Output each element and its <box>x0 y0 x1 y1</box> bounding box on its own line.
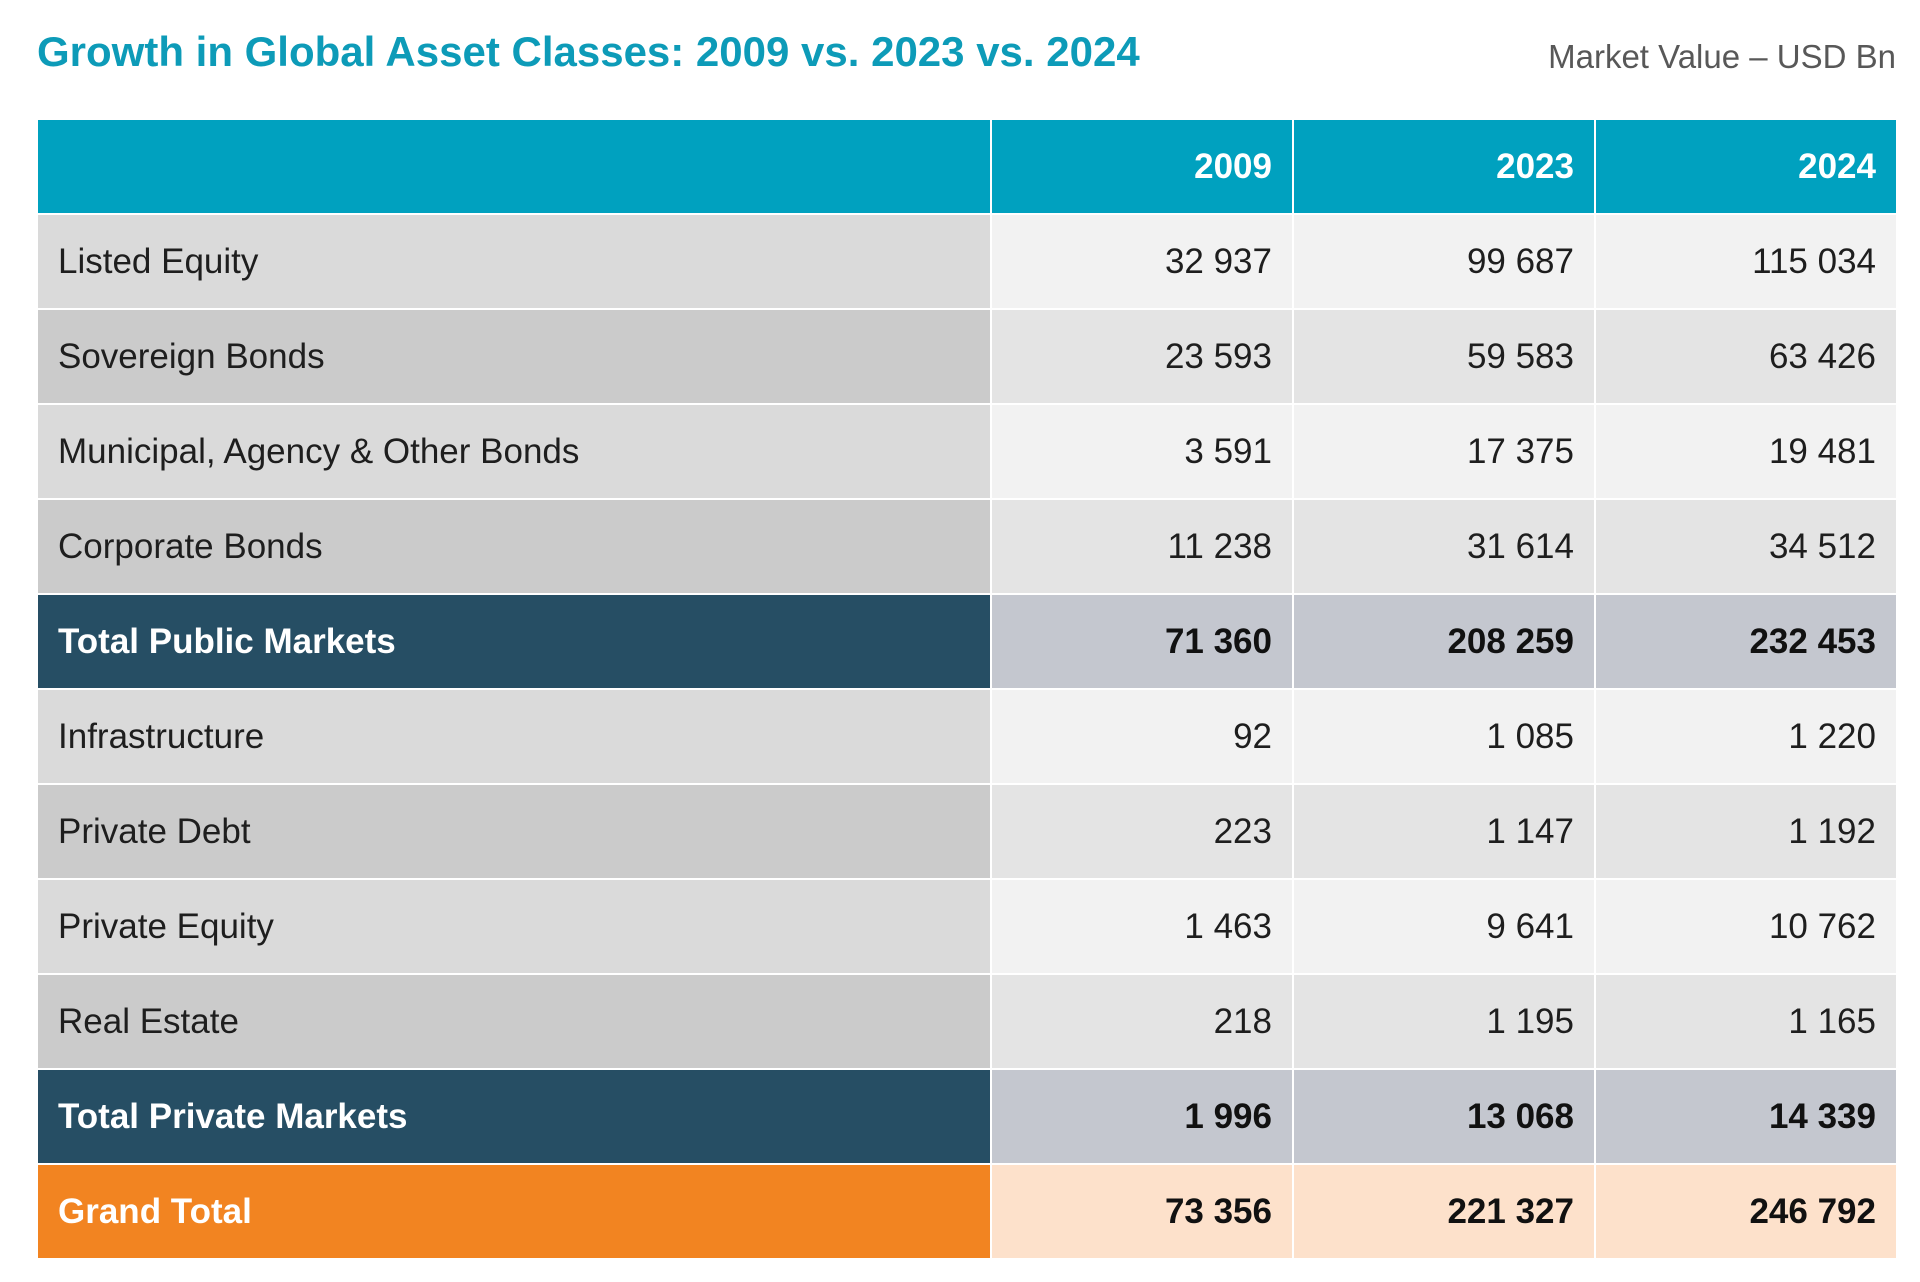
table-row: Real Estate 218 1 195 1 165 <box>36 973 1898 1070</box>
subtotal-label: Total Public Markets <box>36 593 992 690</box>
row-label: Municipal, Agency & Other Bonds <box>36 403 992 500</box>
cell-2023: 1 085 <box>1292 688 1596 785</box>
subtotal-label: Total Private Markets <box>36 1068 992 1165</box>
row-label: Private Equity <box>36 878 992 975</box>
cell-2024: 34 512 <box>1594 498 1898 595</box>
column-header-2023: 2023 <box>1292 118 1596 215</box>
subtotal-cell-2009: 71 360 <box>990 593 1294 690</box>
cell-2009: 3 591 <box>990 403 1294 500</box>
row-label: Infrastructure <box>36 688 992 785</box>
table-row: Private Equity 1 463 9 641 10 762 <box>36 878 1898 975</box>
grand-total-cell-2023: 221 327 <box>1292 1163 1596 1260</box>
cell-2009: 223 <box>990 783 1294 880</box>
subtotal-cell-2023: 13 068 <box>1292 1068 1596 1165</box>
cell-2023: 1 147 <box>1292 783 1596 880</box>
table-row: Corporate Bonds 11 238 31 614 34 512 <box>36 498 1898 595</box>
cell-2009: 32 937 <box>990 213 1294 310</box>
chart-title: Growth in Global Asset Classes: 2009 vs.… <box>37 28 1140 75</box>
cell-2023: 9 641 <box>1292 878 1596 975</box>
row-label: Listed Equity <box>36 213 992 310</box>
header-row: 2009 2023 2024 <box>36 118 1898 215</box>
cell-2009: 218 <box>990 973 1294 1070</box>
table-row: Sovereign Bonds 23 593 59 583 63 426 <box>36 308 1898 405</box>
cell-2024: 1 192 <box>1594 783 1898 880</box>
cell-2009: 23 593 <box>990 308 1294 405</box>
asset-classes-table: 2009 2023 2024 Listed Equity 32 937 99 6… <box>36 118 1898 1260</box>
cell-2024: 115 034 <box>1594 213 1898 310</box>
table-row: Listed Equity 32 937 99 687 115 034 <box>36 213 1898 310</box>
subtotal-cell-2024: 232 453 <box>1594 593 1898 690</box>
cell-2024: 63 426 <box>1594 308 1898 405</box>
cell-2023: 1 195 <box>1292 973 1596 1070</box>
row-label: Private Debt <box>36 783 992 880</box>
cell-2009: 1 463 <box>990 878 1294 975</box>
column-header-label <box>36 118 992 215</box>
table-row: Municipal, Agency & Other Bonds 3 591 17… <box>36 403 1898 500</box>
subtotal-cell-2024: 14 339 <box>1594 1068 1898 1165</box>
table-row: Infrastructure 92 1 085 1 220 <box>36 688 1898 785</box>
grand-total-cell-2009: 73 356 <box>990 1163 1294 1260</box>
column-header-2009: 2009 <box>990 118 1294 215</box>
subtotal-cell-2023: 208 259 <box>1292 593 1596 690</box>
unit-note: Market Value – USD Bn <box>1548 38 1896 75</box>
subtotal-cell-2009: 1 996 <box>990 1068 1294 1165</box>
cell-2024: 1 220 <box>1594 688 1898 785</box>
cell-2023: 31 614 <box>1292 498 1596 595</box>
cell-2024: 10 762 <box>1594 878 1898 975</box>
cell-2023: 59 583 <box>1292 308 1596 405</box>
cell-2009: 11 238 <box>990 498 1294 595</box>
chart-header: Growth in Global Asset Classes: 2009 vs.… <box>37 28 1896 88</box>
subtotal-row: Total Public Markets 71 360 208 259 232 … <box>36 593 1898 690</box>
cell-2023: 99 687 <box>1292 213 1596 310</box>
table-row: Private Debt 223 1 147 1 192 <box>36 783 1898 880</box>
cell-2024: 1 165 <box>1594 973 1898 1070</box>
cell-2024: 19 481 <box>1594 403 1898 500</box>
cell-2009: 92 <box>990 688 1294 785</box>
column-header-2024: 2024 <box>1594 118 1898 215</box>
row-label: Real Estate <box>36 973 992 1070</box>
grand-total-label: Grand Total <box>36 1163 992 1260</box>
grand-total-row: Grand Total 73 356 221 327 246 792 <box>36 1163 1898 1260</box>
grand-total-cell-2024: 246 792 <box>1594 1163 1898 1260</box>
cell-2023: 17 375 <box>1292 403 1596 500</box>
row-label: Corporate Bonds <box>36 498 992 595</box>
row-label: Sovereign Bonds <box>36 308 992 405</box>
subtotal-row: Total Private Markets 1 996 13 068 14 33… <box>36 1068 1898 1165</box>
